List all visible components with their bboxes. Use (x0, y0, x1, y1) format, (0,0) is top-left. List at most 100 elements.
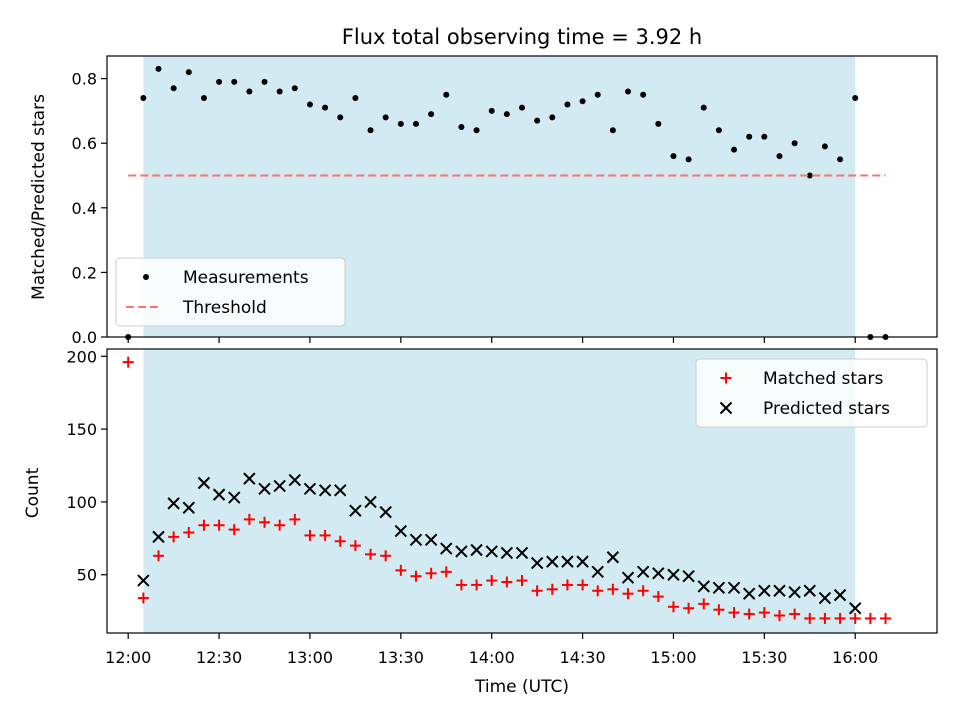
bottom-data-point (501, 576, 513, 588)
bottom-data-point (849, 602, 862, 615)
bottom-y-axis-label: Count (23, 467, 43, 518)
bottom-data-point (743, 608, 755, 620)
bottom-data-point (834, 612, 846, 624)
bottom-data-point (880, 612, 892, 624)
bottom-x-tick-label: 14:30 (560, 648, 606, 667)
bottom-data-point (137, 592, 149, 604)
bottom-data-point (349, 504, 362, 517)
top-data-point (382, 114, 389, 121)
bottom-data-point (773, 610, 785, 622)
top-data-point (352, 94, 359, 101)
bottom-data-point (318, 484, 332, 497)
top-data-point (685, 156, 692, 163)
top-data-point (428, 111, 435, 118)
bottom-data-point (197, 476, 211, 490)
bottom-x-tick-label: 13:00 (287, 648, 333, 667)
top-data-point (700, 104, 707, 111)
top-data-point (852, 94, 859, 101)
bottom-y-tick-label: 100 (66, 493, 97, 512)
bottom-data-point (849, 612, 861, 624)
top-data-point (715, 127, 722, 134)
top-data-point (503, 111, 510, 118)
bottom-data-point (455, 545, 468, 558)
top-data-point (837, 156, 844, 163)
bottom-data-point (455, 579, 467, 591)
top-legend: Measurements Threshold (115, 257, 346, 327)
top-data-point (594, 91, 601, 98)
bottom-data-point (380, 550, 392, 562)
bottom-data-point (334, 535, 346, 547)
bottom-data-point (500, 546, 514, 560)
bottom-data-point (819, 612, 831, 624)
bottom-data-point (682, 569, 695, 583)
top-data-point (473, 127, 480, 134)
top-y-tick-label: 0.2 (72, 263, 97, 282)
top-data-point (655, 120, 662, 127)
bottom-data-point (198, 519, 210, 531)
bottom-data-point (213, 519, 225, 531)
bottom-data-point (607, 583, 619, 595)
top-y-tick-label: 0.4 (72, 199, 97, 218)
top-data-point (821, 143, 828, 150)
bottom-data-point (697, 580, 710, 593)
top-data-point (412, 120, 419, 127)
top-data-point (322, 104, 329, 111)
bottom-x-tick-label: 16:00 (832, 648, 878, 667)
top-y-tick-label: 0.8 (72, 70, 97, 89)
bottom-data-point (789, 608, 801, 620)
bottom-data-point (591, 565, 604, 579)
top-data-point (579, 98, 586, 105)
top-axes-frame (106, 55, 938, 338)
bottom-data-point (637, 585, 649, 597)
bottom-data-point (394, 524, 408, 538)
top-data-point (261, 78, 268, 85)
top-data-point (306, 101, 313, 108)
bottom-data-point (622, 588, 634, 600)
bottom-data-point (212, 488, 226, 501)
bottom-data-point (289, 513, 301, 525)
bottom-data-point (183, 527, 195, 539)
bottom-data-point (228, 491, 241, 504)
bottom-data-point (561, 555, 574, 568)
bottom-y-tick-label: 50 (77, 566, 97, 585)
top-y-tick-label: 0.6 (72, 134, 97, 153)
bottom-x-tick-label: 15:00 (650, 648, 696, 667)
bottom-x-tick-label: 12:00 (105, 648, 151, 667)
top-data-point (185, 69, 192, 76)
bottom-data-point (698, 598, 710, 610)
bottom-data-point (530, 556, 544, 570)
top-y-axis-label: Matched/Predicted stars (29, 94, 49, 300)
bottom-data-point (531, 585, 543, 597)
bottom-data-point (818, 591, 832, 605)
bottom-data-point (546, 583, 558, 595)
bottom-series-1 (137, 472, 862, 615)
top-data-point (458, 124, 465, 131)
bottom-data-point (440, 542, 453, 555)
top-data-point (170, 85, 177, 92)
bottom-legend: Matched stars Predicted stars (695, 358, 928, 428)
bottom-x-tick-label: 15:30 (741, 648, 787, 667)
top-data-point (609, 127, 616, 134)
bottom-data-point (788, 586, 801, 599)
top-data-point (806, 172, 813, 179)
bottom-data-point (833, 588, 847, 602)
top-data-point (519, 104, 525, 111)
top-data-point (397, 120, 404, 127)
bottom-data-point (561, 579, 573, 591)
bottom-data-point (364, 495, 377, 509)
bottom-data-point (713, 604, 725, 616)
bottom-data-point (273, 479, 286, 493)
top-data-point (367, 127, 374, 134)
bottom-legend-label: Predicted stars (763, 399, 890, 419)
bottom-data-point (424, 533, 438, 546)
bottom-data-point (319, 529, 331, 541)
bottom-y-tick-label: 150 (66, 420, 97, 439)
top-data-point (746, 133, 753, 140)
bottom-data-point (167, 497, 180, 510)
bottom-data-point (122, 356, 134, 368)
bottom-data-point (259, 516, 271, 528)
top-data-point (443, 91, 450, 98)
bottom-data-point (152, 530, 165, 544)
bottom-panel: 50 100 150 200 12:00 12:30 13:00 13:30 14:00 14:3… (66, 347, 938, 667)
bottom-data-point (758, 584, 771, 597)
